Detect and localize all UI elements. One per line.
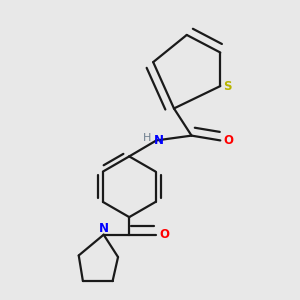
- Text: S: S: [223, 80, 232, 93]
- Text: N: N: [99, 222, 109, 236]
- Text: N: N: [154, 134, 164, 147]
- Text: H: H: [143, 134, 152, 143]
- Text: O: O: [159, 228, 170, 241]
- Text: O: O: [223, 134, 233, 147]
